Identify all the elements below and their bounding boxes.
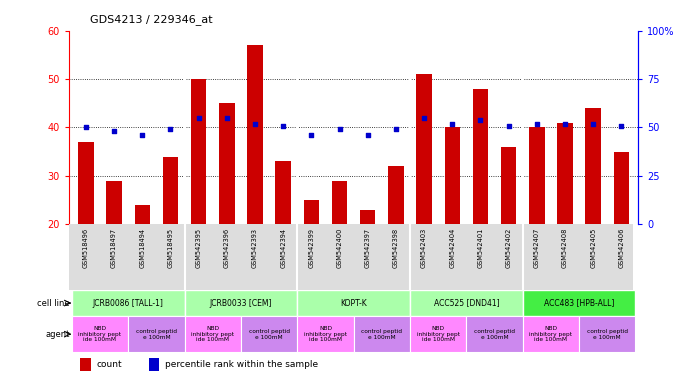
Bar [149,358,159,371]
Bar [241,316,297,352]
Text: JCRB0086 [TALL-1]: JCRB0086 [TALL-1] [92,298,164,308]
Point [81,124,92,131]
Bar [353,316,410,352]
Bar [360,210,375,224]
Point [446,121,457,127]
Bar [247,45,263,224]
Text: agent: agent [45,329,70,339]
Text: GSM542394: GSM542394 [280,228,286,268]
Bar [466,316,523,352]
Bar [297,290,410,316]
Text: GSM542398: GSM542398 [393,228,399,268]
Bar [473,89,489,224]
Point [108,128,119,134]
Bar [410,316,466,352]
Point [362,132,373,138]
Text: control peptid
e 100mM: control peptid e 100mM [136,329,177,339]
Text: control peptid
e 100mM: control peptid e 100mM [248,329,290,339]
Point [250,121,261,127]
Bar [523,290,635,316]
Point [334,126,345,132]
Point [503,122,514,129]
Point [615,122,627,129]
Point [306,132,317,138]
Text: GSM518495: GSM518495 [168,228,173,268]
Bar [416,74,432,224]
Bar [184,316,241,352]
Point [277,122,288,129]
Point [137,132,148,138]
Text: GSM542404: GSM542404 [449,228,455,268]
Text: ACC525 [DND41]: ACC525 [DND41] [433,298,499,308]
Point [221,115,233,121]
Bar [106,181,122,224]
Bar [191,79,206,224]
Point [560,121,571,127]
Text: GSM542399: GSM542399 [308,228,315,268]
Text: GDS4213 / 229346_at: GDS4213 / 229346_at [90,14,213,25]
Bar [613,152,629,224]
Text: GSM542406: GSM542406 [618,228,624,268]
Text: GSM518496: GSM518496 [83,228,89,268]
Point [391,126,402,132]
Text: GSM542403: GSM542403 [421,228,427,268]
Text: count: count [97,360,122,369]
Bar [297,316,353,352]
Point [588,121,599,127]
Bar [163,157,178,224]
Bar [410,290,523,316]
Point [475,117,486,123]
Bar [529,127,544,224]
Point [419,115,430,121]
Bar [80,358,90,371]
Bar [388,166,404,224]
Text: cell line: cell line [37,298,70,308]
Text: GSM542400: GSM542400 [337,228,342,268]
Bar [523,316,579,352]
Text: GSM542405: GSM542405 [590,228,596,268]
Bar [219,103,235,224]
Point [165,126,176,132]
Bar [72,316,128,352]
Text: GSM518494: GSM518494 [139,228,146,268]
Text: GSM542407: GSM542407 [534,228,540,268]
Text: GSM542395: GSM542395 [196,228,201,268]
Bar [72,290,184,316]
Text: GSM542396: GSM542396 [224,228,230,268]
Text: control peptid
e 100mM: control peptid e 100mM [586,329,628,339]
Bar [579,316,635,352]
Text: GSM542402: GSM542402 [506,228,511,268]
Text: GSM518497: GSM518497 [111,228,117,268]
Point [531,121,542,127]
Bar [135,205,150,224]
Text: NBD
inhibitory pept
ide 100mM: NBD inhibitory pept ide 100mM [417,326,460,343]
Text: JCRB0033 [CEM]: JCRB0033 [CEM] [210,298,272,308]
Bar [275,161,291,224]
Bar [444,127,460,224]
Bar [585,108,601,224]
Text: NBD
inhibitory pept
ide 100mM: NBD inhibitory pept ide 100mM [79,326,121,343]
Point [193,115,204,121]
Text: KOPT-K: KOPT-K [340,298,367,308]
Text: NBD
inhibitory pept
ide 100mM: NBD inhibitory pept ide 100mM [191,326,234,343]
Text: GSM542397: GSM542397 [365,228,371,268]
Bar [304,200,319,224]
Text: NBD
inhibitory pept
ide 100mM: NBD inhibitory pept ide 100mM [529,326,573,343]
Text: control peptid
e 100mM: control peptid e 100mM [362,329,402,339]
Text: control peptid
e 100mM: control peptid e 100mM [474,329,515,339]
Bar [558,122,573,224]
Bar [78,142,94,224]
Text: ACC483 [HPB-ALL]: ACC483 [HPB-ALL] [544,298,614,308]
Text: percentile rank within the sample: percentile rank within the sample [165,360,318,369]
Bar [128,316,184,352]
Text: NBD
inhibitory pept
ide 100mM: NBD inhibitory pept ide 100mM [304,326,347,343]
Bar [184,290,297,316]
Text: GSM542401: GSM542401 [477,228,484,268]
Text: GSM542408: GSM542408 [562,228,568,268]
Bar [332,181,347,224]
Text: GSM542393: GSM542393 [252,228,258,268]
Bar [501,147,516,224]
